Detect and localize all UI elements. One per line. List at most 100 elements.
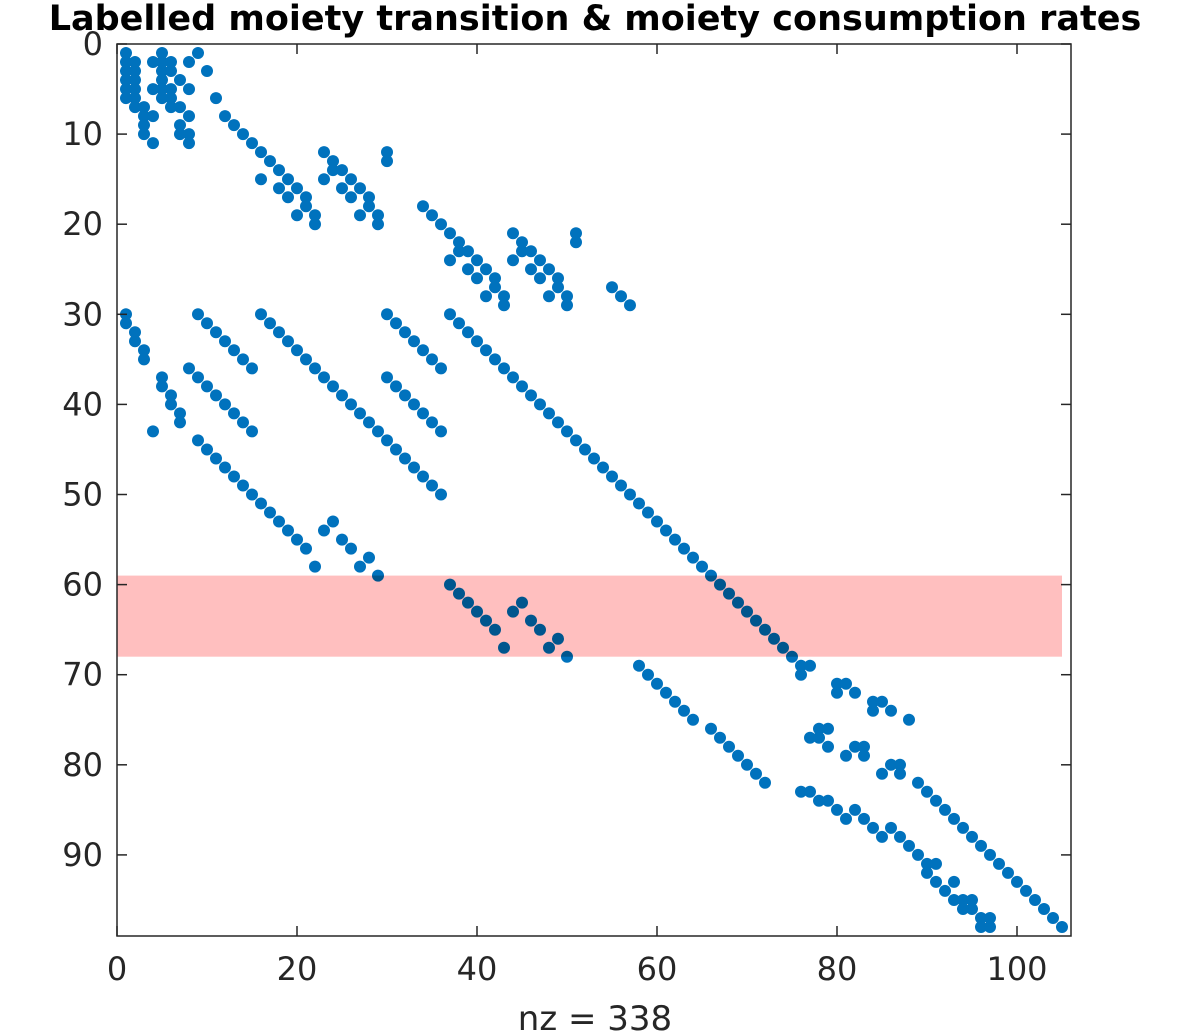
- data-point: [138, 119, 150, 132]
- data-point: [246, 488, 258, 501]
- data-point: [192, 434, 204, 447]
- y-tick-label: 40: [62, 385, 103, 423]
- data-point: [354, 560, 366, 573]
- data-point: [129, 335, 141, 348]
- data-point: [570, 236, 582, 249]
- data-point: [174, 101, 186, 114]
- data-point: [435, 425, 447, 438]
- data-point: [156, 83, 168, 96]
- data-point: [849, 686, 861, 699]
- data-point: [453, 245, 465, 258]
- data-point: [948, 812, 960, 825]
- data-point: [165, 92, 177, 105]
- data-point: [453, 236, 465, 249]
- data-point: [507, 227, 519, 240]
- data-point: [183, 362, 195, 375]
- data-point: [255, 173, 267, 186]
- data-point: [129, 101, 141, 114]
- data-point: [228, 119, 240, 132]
- data-point: [408, 335, 420, 348]
- data-point: [291, 209, 303, 222]
- data-point: [219, 110, 231, 123]
- data-point: [498, 362, 510, 375]
- data-point: [174, 119, 186, 132]
- data-point: [408, 398, 420, 411]
- x-tick-label: 100: [986, 950, 1047, 988]
- data-point: [156, 65, 168, 77]
- data-point: [444, 254, 456, 267]
- data-point: [156, 56, 168, 68]
- data-point: [399, 452, 411, 465]
- y-tick-label: 80: [62, 746, 103, 784]
- data-point: [669, 533, 681, 546]
- data-point: [147, 137, 159, 150]
- data-point: [345, 542, 357, 555]
- data-point: [885, 758, 897, 771]
- data-point: [318, 524, 330, 537]
- data-point: [741, 758, 753, 771]
- data-point: [237, 353, 249, 366]
- data-point: [498, 290, 510, 303]
- data-point: [516, 245, 528, 258]
- data-point: [390, 443, 402, 456]
- data-point: [1002, 866, 1014, 879]
- data-point: [246, 425, 258, 438]
- data-point: [147, 425, 159, 438]
- data-point: [759, 776, 771, 789]
- data-point: [273, 164, 285, 177]
- data-point: [354, 209, 366, 222]
- data-point: [696, 560, 708, 573]
- data-point: [138, 110, 150, 123]
- data-point: [381, 434, 393, 447]
- data-point: [309, 218, 321, 231]
- data-point: [552, 416, 564, 429]
- data-point: [660, 524, 672, 537]
- data-point: [813, 722, 825, 735]
- data-point: [957, 903, 969, 915]
- data-point: [894, 758, 906, 771]
- data-point: [156, 47, 168, 59]
- data-point: [822, 722, 834, 735]
- data-point: [228, 407, 240, 420]
- data-point: [543, 407, 555, 420]
- data-point: [165, 83, 177, 96]
- data-point: [831, 803, 843, 816]
- data-point: [561, 299, 573, 312]
- data-point: [939, 803, 951, 816]
- data-point: [282, 173, 294, 186]
- data-point: [192, 371, 204, 384]
- data-point: [426, 416, 438, 429]
- data-point: [165, 389, 177, 402]
- data-point: [129, 74, 141, 86]
- data-point: [813, 731, 825, 744]
- x-tick-label: 80: [817, 950, 858, 988]
- data-point: [921, 857, 933, 870]
- data-point: [174, 407, 186, 420]
- data-point: [444, 227, 456, 240]
- data-point: [291, 344, 303, 357]
- data-point: [570, 227, 582, 240]
- data-point: [336, 164, 348, 177]
- data-point: [525, 245, 537, 258]
- data-point: [606, 281, 618, 294]
- highlight-band-layer: [117, 575, 1062, 657]
- data-point: [750, 767, 762, 780]
- data-point: [390, 317, 402, 330]
- data-point: [462, 326, 474, 339]
- data-point: [624, 299, 636, 312]
- y-tick-label: 50: [62, 476, 103, 514]
- data-points: [120, 47, 1068, 933]
- data-point: [363, 551, 375, 564]
- data-point: [174, 416, 186, 429]
- data-point: [903, 839, 915, 852]
- data-point: [264, 317, 276, 330]
- data-point: [228, 344, 240, 357]
- data-point: [273, 326, 285, 339]
- y-tick-label: 20: [62, 205, 103, 243]
- data-point: [588, 452, 600, 465]
- data-point: [1011, 875, 1023, 888]
- data-point: [822, 740, 834, 753]
- data-point: [237, 416, 249, 429]
- data-point: [183, 83, 195, 96]
- data-point: [543, 263, 555, 276]
